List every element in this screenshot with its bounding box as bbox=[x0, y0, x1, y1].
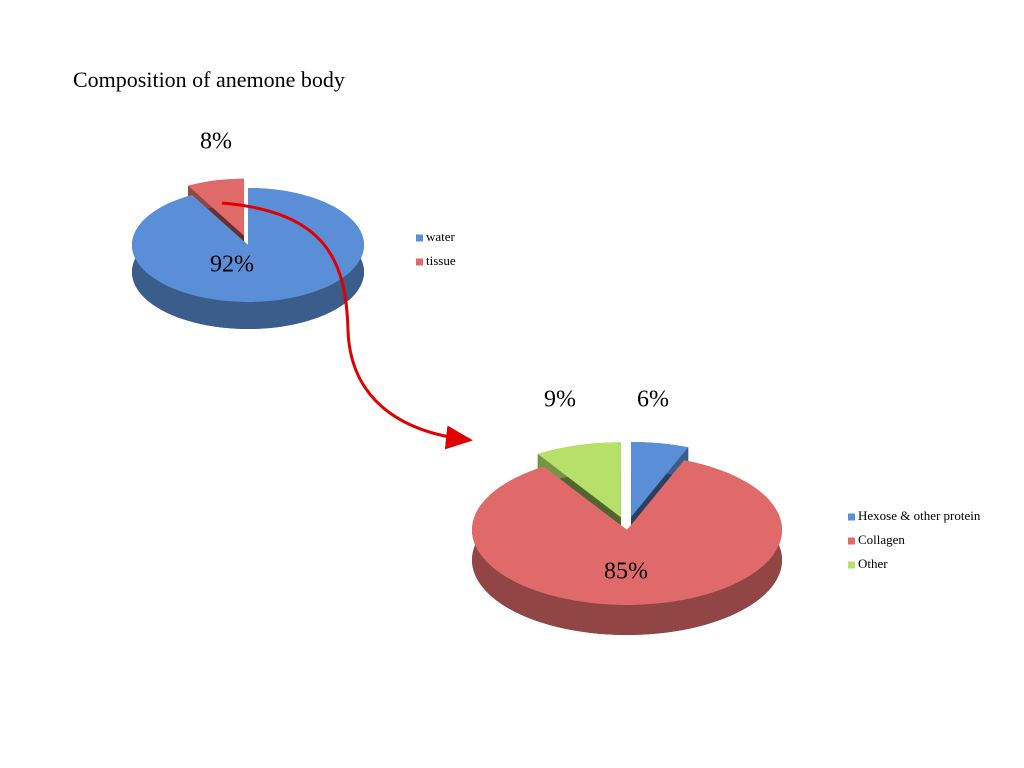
legend-label: Collagen bbox=[858, 532, 905, 547]
slide-title: Composition of anemone body bbox=[73, 67, 345, 92]
legend-swatch bbox=[848, 513, 855, 521]
data-label: 6% bbox=[637, 387, 669, 413]
legend-swatch bbox=[848, 537, 855, 545]
pie-slice bbox=[131, 188, 364, 302]
data-label: 9% bbox=[544, 387, 576, 413]
pie-slice bbox=[471, 460, 782, 606]
data-label: 92% bbox=[210, 252, 254, 278]
data-label: 8% bbox=[200, 129, 232, 155]
arrow bbox=[221, 201, 473, 450]
legend-swatch bbox=[416, 258, 423, 266]
legend-swatch bbox=[848, 561, 855, 569]
data-label: 85% bbox=[604, 559, 648, 585]
pie-slice bbox=[188, 178, 245, 236]
legend-label: water bbox=[426, 229, 456, 244]
legend-label: Hexose & other protein bbox=[858, 508, 981, 523]
legend-label: tissue bbox=[426, 253, 456, 268]
legend-label: Other bbox=[858, 556, 888, 571]
pie-slice bbox=[537, 442, 621, 518]
legend-swatch bbox=[416, 234, 423, 242]
pie-slice bbox=[631, 442, 689, 518]
